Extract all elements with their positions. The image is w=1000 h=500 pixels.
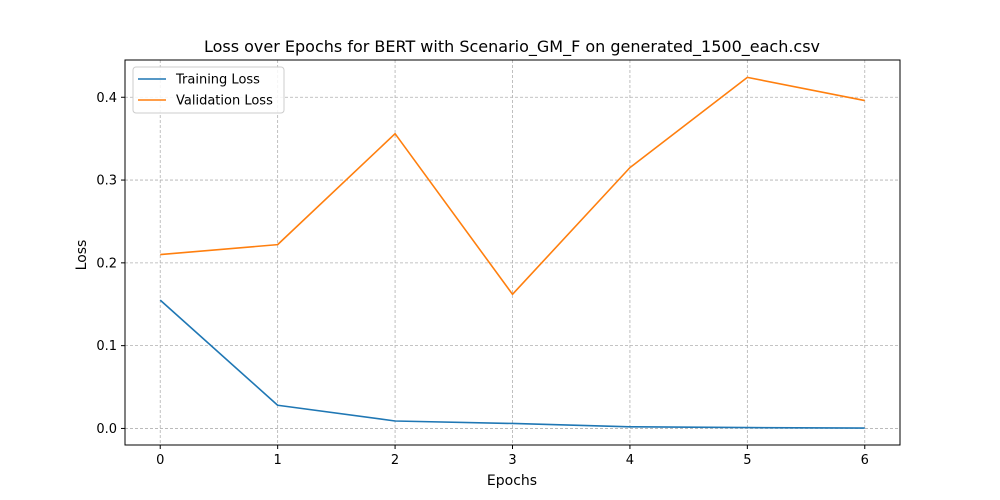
series-line-1 bbox=[160, 76, 865, 296]
x-tick-label: 1 bbox=[274, 453, 282, 468]
series-layer bbox=[159, 76, 865, 429]
x-tick-label: 5 bbox=[743, 453, 751, 468]
legend-label-0: Training Loss bbox=[175, 73, 260, 88]
legend-box bbox=[132, 66, 285, 114]
grid-layer bbox=[125, 60, 900, 445]
y-tick-label: 0.3 bbox=[96, 174, 117, 189]
y-tick-label: 0.0 bbox=[96, 422, 117, 437]
legend-label-1: Validation Loss bbox=[176, 94, 273, 109]
y-tick-label: 0.2 bbox=[96, 256, 117, 271]
x-tick-label: 0 bbox=[156, 453, 164, 468]
y-axis-label: Loss bbox=[74, 240, 90, 271]
ticks-layer: 0 1 2 3 4 5 6 0.0 0.1 0.2 0.3 0.4 bbox=[96, 91, 869, 468]
y-tick-label: 0.1 bbox=[96, 339, 117, 354]
legend: Training Loss Validation Loss bbox=[132, 66, 285, 114]
series-line-0 bbox=[159, 299, 865, 429]
x-tick-label: 3 bbox=[508, 453, 516, 468]
x-tick-label: 6 bbox=[861, 453, 869, 468]
x-tick-label: 4 bbox=[626, 453, 634, 468]
x-tick-label: 2 bbox=[391, 453, 399, 468]
y-tick-label: 0.4 bbox=[96, 91, 117, 106]
x-axis-label: Epochs bbox=[487, 473, 537, 489]
chart-title: Loss over Epochs for BERT with Scenario_… bbox=[204, 37, 820, 57]
